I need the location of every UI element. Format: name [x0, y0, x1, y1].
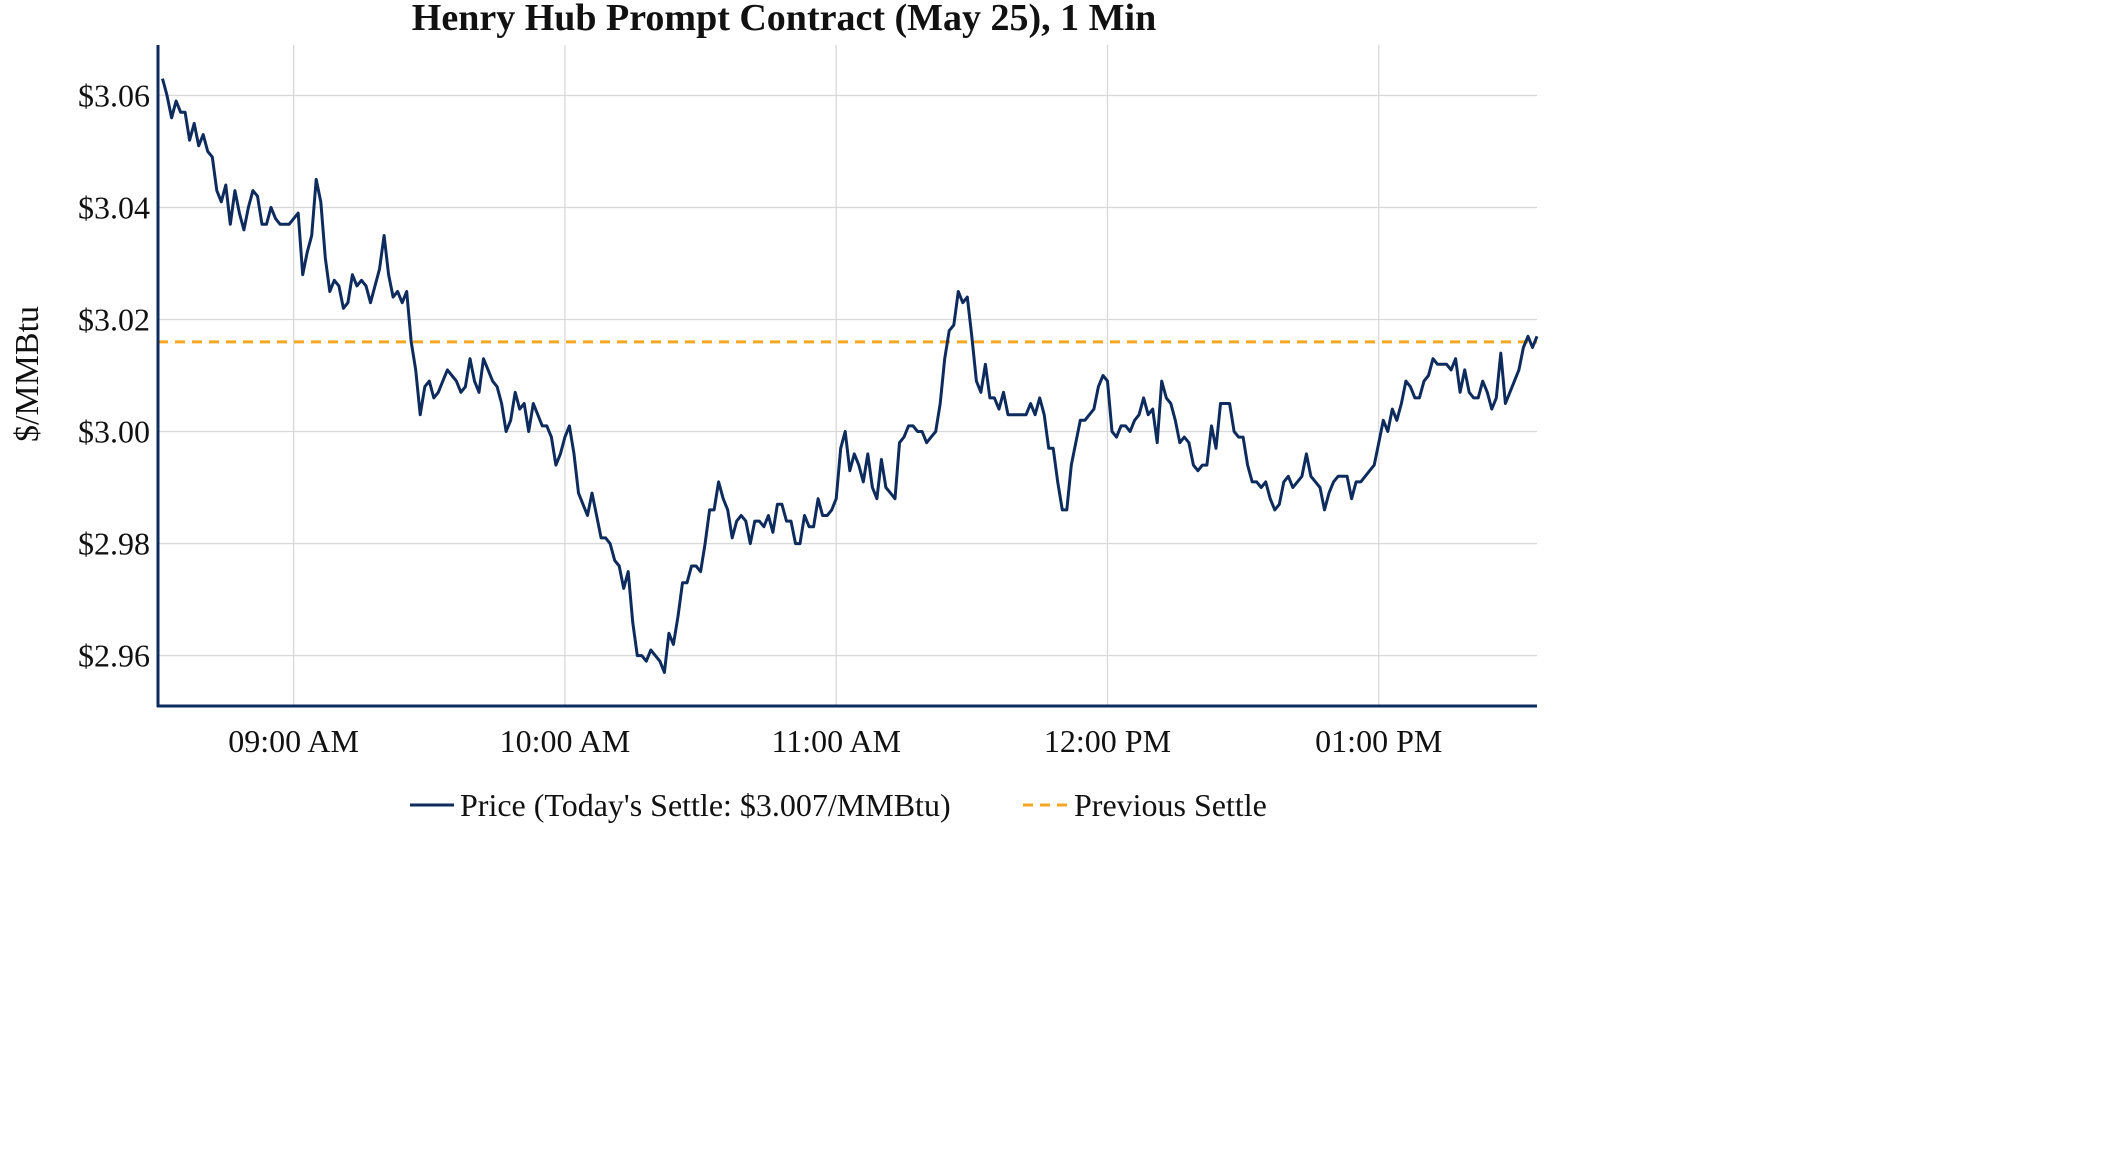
chart-container: Henry Hub Prompt Contract (May 25), 1 Mi…	[9, 0, 1539, 823]
price-chart: Henry Hub Prompt Contract (May 25), 1 Mi…	[9, 0, 1539, 823]
x-tick-label: 09:00 AM	[228, 723, 359, 759]
tick-labels: $2.96 $2.98 $3.00 $3.02 $3.04 $3.06 09:00 AM 10…	[78, 77, 1442, 759]
legend-label-price: Price (Today's Settle: $3.007/MMBtu)	[460, 787, 951, 823]
y-tick-label: $2.96	[78, 638, 150, 674]
grid	[158, 45, 1537, 706]
price-line	[161, 78, 1539, 674]
series-layer	[158, 78, 1539, 674]
y-tick-label: $2.98	[78, 526, 150, 562]
chart-title: Henry Hub Prompt Contract (May 25), 1 Mi…	[412, 0, 1156, 39]
y-axis-label: $/MMBtu	[9, 306, 46, 442]
y-tick-label: $3.02	[78, 301, 150, 337]
legend-label-previous-settle: Previous Settle	[1074, 787, 1267, 823]
y-tick-label: $3.06	[78, 77, 150, 113]
x-tick-label: 01:00 PM	[1315, 723, 1442, 759]
axes	[156, 45, 1537, 708]
x-tick-label: 10:00 AM	[500, 723, 631, 759]
x-tick-label: 12:00 PM	[1044, 723, 1171, 759]
y-tick-label: $3.04	[78, 189, 150, 225]
x-tick-label: 11:00 AM	[771, 723, 901, 759]
legend: Price (Today's Settle: $3.007/MMBtu) Pre…	[410, 787, 1267, 823]
y-tick-label: $3.00	[78, 414, 150, 450]
